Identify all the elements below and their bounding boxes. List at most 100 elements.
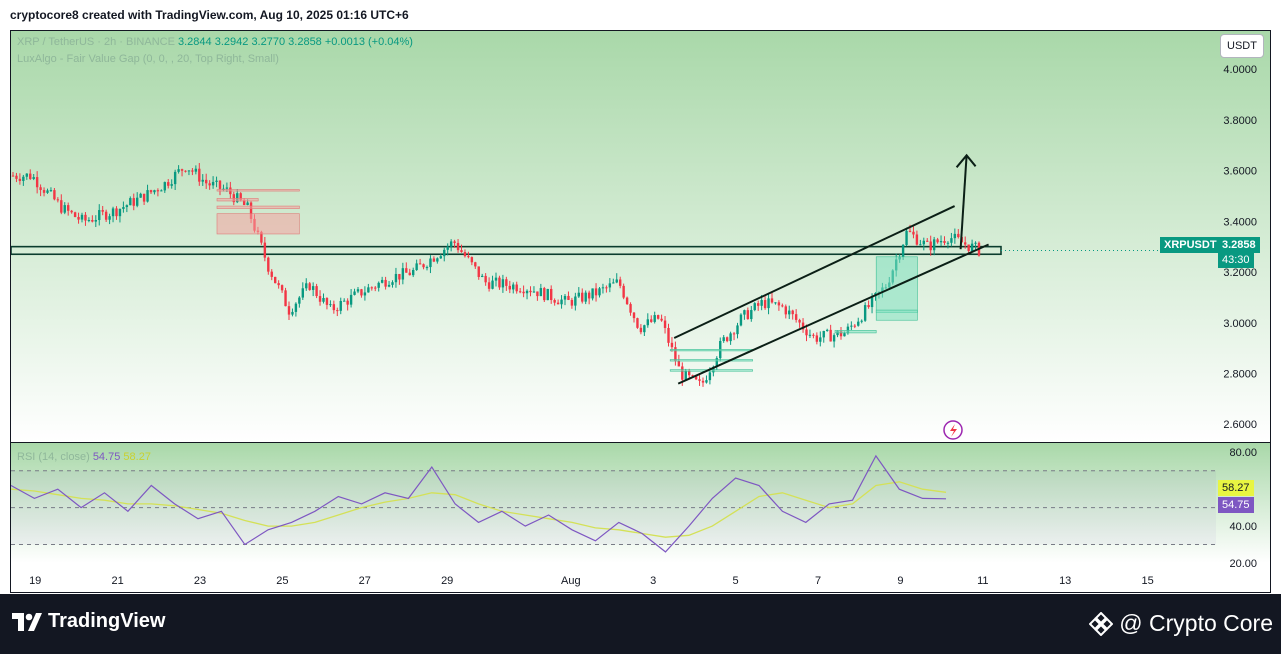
price-candle bbox=[201, 174, 204, 186]
candle-body bbox=[356, 289, 360, 292]
candle-body bbox=[139, 193, 142, 198]
price-candle bbox=[957, 229, 960, 239]
channel-lower-line[interactable] bbox=[677, 243, 990, 385]
rsi-ma-legend-value: 58.27 bbox=[123, 451, 151, 463]
price-candle bbox=[639, 324, 643, 335]
candle-body bbox=[325, 298, 329, 305]
price-candle bbox=[325, 297, 329, 310]
price-candle bbox=[49, 187, 53, 192]
candle-body bbox=[412, 269, 415, 276]
price-candle bbox=[577, 287, 580, 298]
price-candle bbox=[619, 276, 622, 289]
chart-svg[interactable]: 4.0000 3.8000 3.6000 3.4000 3.2000 3.0000 2.80… bbox=[11, 31, 1270, 592]
indicator-legend[interactable]: LuxAlgo - Fair Value Gap (0, 0, , 20, To… bbox=[17, 53, 279, 65]
candle-body bbox=[663, 320, 667, 328]
candle-body bbox=[218, 180, 222, 189]
price-candle bbox=[674, 341, 677, 366]
candle-body bbox=[625, 297, 629, 305]
price-candle bbox=[539, 283, 543, 297]
price-candle bbox=[125, 204, 129, 213]
price-candle bbox=[912, 226, 915, 239]
candle-body bbox=[84, 214, 87, 221]
price-candle bbox=[80, 212, 84, 223]
candle-body bbox=[108, 216, 111, 220]
projection-arrow-shaft[interactable] bbox=[959, 155, 968, 250]
created-caption: cryptocore8 created with TradingView.com… bbox=[10, 8, 409, 22]
tradingview-brand[interactable]: TradingView bbox=[12, 610, 165, 633]
symbol-price-tag: XRPUSDT bbox=[1160, 237, 1221, 253]
channel-upper-line[interactable] bbox=[673, 205, 956, 339]
price-candle bbox=[936, 237, 939, 244]
price-candle bbox=[584, 290, 587, 305]
price-candle bbox=[374, 286, 377, 292]
price-candle bbox=[822, 330, 825, 343]
price-candle bbox=[550, 285, 553, 304]
price-candle bbox=[460, 244, 463, 253]
price-candle bbox=[543, 286, 546, 302]
candle-body bbox=[287, 306, 291, 315]
candle-body bbox=[146, 190, 149, 202]
candle-body bbox=[574, 296, 577, 306]
price-candle bbox=[336, 307, 339, 317]
candle-body bbox=[167, 182, 170, 186]
candle-body bbox=[957, 233, 960, 238]
price-candle bbox=[553, 298, 556, 306]
rsi-line[interactable] bbox=[11, 454, 947, 553]
price-candle bbox=[736, 322, 739, 339]
price-candle bbox=[301, 282, 304, 300]
candle-body bbox=[653, 315, 656, 322]
candle-body bbox=[622, 285, 625, 298]
fvg-bullish-box bbox=[875, 309, 918, 321]
price-candle bbox=[546, 288, 549, 301]
candle-body bbox=[732, 333, 736, 335]
price-candle bbox=[415, 259, 418, 271]
price-candle bbox=[725, 336, 729, 343]
candle-body bbox=[267, 257, 270, 272]
symbol-legend[interactable]: XRP / TetherUS · 2h · BINANCE 3.2844 3.2… bbox=[17, 36, 413, 48]
projection-arrow-head[interactable] bbox=[955, 153, 977, 168]
price-candle bbox=[777, 300, 781, 311]
candle-body bbox=[436, 258, 439, 262]
candle-body bbox=[205, 179, 208, 184]
price-candle bbox=[315, 283, 318, 299]
candle-body bbox=[832, 335, 836, 342]
price-candle bbox=[563, 294, 567, 306]
price-candle bbox=[974, 241, 977, 250]
price-axis-label: 3.4000 bbox=[1223, 216, 1257, 228]
price-candle bbox=[632, 311, 636, 323]
candle-body bbox=[477, 266, 480, 277]
price-candle bbox=[387, 280, 391, 288]
price-candle bbox=[832, 333, 836, 348]
rsi-tag: 54.75 bbox=[1218, 497, 1254, 513]
candle-body bbox=[570, 299, 574, 306]
price-candle bbox=[608, 278, 612, 293]
candle-body bbox=[15, 175, 18, 179]
price-candle bbox=[484, 273, 487, 286]
price-candle bbox=[449, 239, 453, 252]
candle-body bbox=[346, 300, 349, 305]
candle-body bbox=[101, 210, 104, 212]
candle-body bbox=[632, 312, 636, 319]
candle-body bbox=[950, 238, 953, 243]
price-candle bbox=[905, 227, 908, 247]
currency-button[interactable]: USDT bbox=[1220, 34, 1264, 58]
price-candle bbox=[63, 202, 66, 215]
rsi-axis-label: 40.00 bbox=[1229, 521, 1257, 533]
candle-body bbox=[260, 231, 263, 243]
candle-body bbox=[705, 380, 708, 383]
candle-body bbox=[646, 319, 649, 326]
price-candle bbox=[853, 324, 856, 329]
price-layer bbox=[11, 153, 1221, 440]
price-candle bbox=[291, 308, 294, 317]
cryptocore-wordmark: @ Crypto Core bbox=[1119, 610, 1273, 636]
price-candle bbox=[781, 303, 784, 308]
price-candle bbox=[53, 188, 56, 201]
candle-body bbox=[474, 262, 477, 267]
rsi-ma-line[interactable] bbox=[11, 481, 947, 538]
price-axis-label: 3.8000 bbox=[1223, 115, 1257, 127]
candle-body bbox=[581, 292, 584, 302]
candle-body bbox=[777, 302, 781, 306]
rsi-legend[interactable]: RSI (14, close) 54.75 58.27 bbox=[17, 451, 151, 463]
candle-body bbox=[53, 190, 56, 200]
candle-body bbox=[301, 288, 304, 298]
